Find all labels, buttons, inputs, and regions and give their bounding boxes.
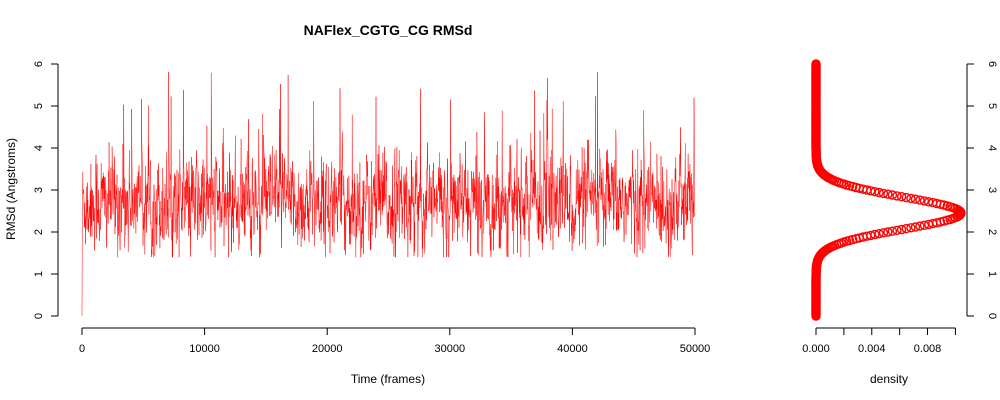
density-y-tick-label: 6 [986, 61, 998, 67]
density-point [887, 190, 898, 200]
density-point [935, 217, 946, 227]
x-tick-label: 20000 [312, 343, 343, 355]
y-tick-label: 6 [33, 61, 45, 67]
density-point [896, 191, 907, 202]
density-point [887, 226, 898, 236]
density-point [883, 227, 893, 237]
density-y-tick-label: 4 [986, 145, 998, 151]
density-point [919, 220, 930, 231]
y-tick-label: 2 [33, 229, 45, 235]
density-y-axis: 0 1 2 3 4 5 6 [966, 61, 998, 319]
density-y-tick-label: 3 [986, 187, 998, 193]
density-point [878, 188, 889, 199]
x-tick-label: 50000 [680, 343, 711, 355]
density-point [910, 222, 921, 232]
density-point [924, 197, 934, 207]
density-point [892, 225, 902, 236]
density-points [811, 59, 966, 321]
x-tick-label: 10000 [189, 343, 220, 355]
density-point [901, 192, 911, 203]
density-point [878, 228, 889, 238]
density-point [883, 189, 893, 199]
y-axis-title: RMSd (Angstroms) [4, 138, 18, 240]
density-point [874, 228, 884, 239]
x-tick-label: 0 [79, 343, 85, 355]
density-point [906, 193, 916, 204]
density-point [906, 223, 916, 233]
density-point [915, 221, 925, 231]
density-point [910, 194, 921, 204]
y-tick-label: 0 [33, 313, 45, 319]
y-tick-label: 3 [33, 187, 45, 193]
density-point [915, 195, 925, 205]
density-x-axis-title: density [870, 372, 908, 386]
density-y-tick-label: 1 [986, 271, 998, 277]
density-y-tick-label: 0 [986, 313, 998, 319]
density-x-axis: 0.000 0.004 0.008 [802, 327, 956, 355]
density-point [896, 224, 907, 235]
y-tick-label: 4 [33, 145, 45, 151]
time-series-panel: 0 10000 20000 30000 40000 50000 0 1 2 3 4 5 6 Time … [4, 61, 710, 386]
y-tick-label: 5 [33, 103, 45, 109]
density-point [901, 223, 911, 234]
x-tick-label: 30000 [435, 343, 466, 355]
density-x-tick-label: 0.000 [802, 343, 830, 355]
density-point [870, 229, 880, 240]
density-point [892, 191, 902, 201]
series-line-rmsd [81, 72, 696, 317]
y-tick-label: 1 [33, 271, 45, 277]
chart-title: NAFlex_CGTG_CG RMSd [304, 22, 473, 38]
density-x-tick-label: 0.004 [858, 343, 886, 355]
density-x-tick-label: 0.008 [914, 343, 942, 355]
density-y-tick-label: 5 [986, 103, 998, 109]
density-point [919, 196, 930, 206]
x-axis-title: Time (frames) [351, 372, 425, 386]
y-axis: 0 1 2 3 4 5 6 [33, 61, 59, 319]
density-y-tick-label: 2 [986, 229, 998, 235]
density-point [811, 59, 821, 69]
density-point [928, 197, 938, 208]
x-tick-label: 40000 [557, 343, 588, 355]
x-axis: 0 10000 20000 30000 40000 50000 [79, 327, 711, 355]
density-panel: 0.000 0.004 0.008 0 1 2 3 4 5 6 density [802, 59, 998, 386]
